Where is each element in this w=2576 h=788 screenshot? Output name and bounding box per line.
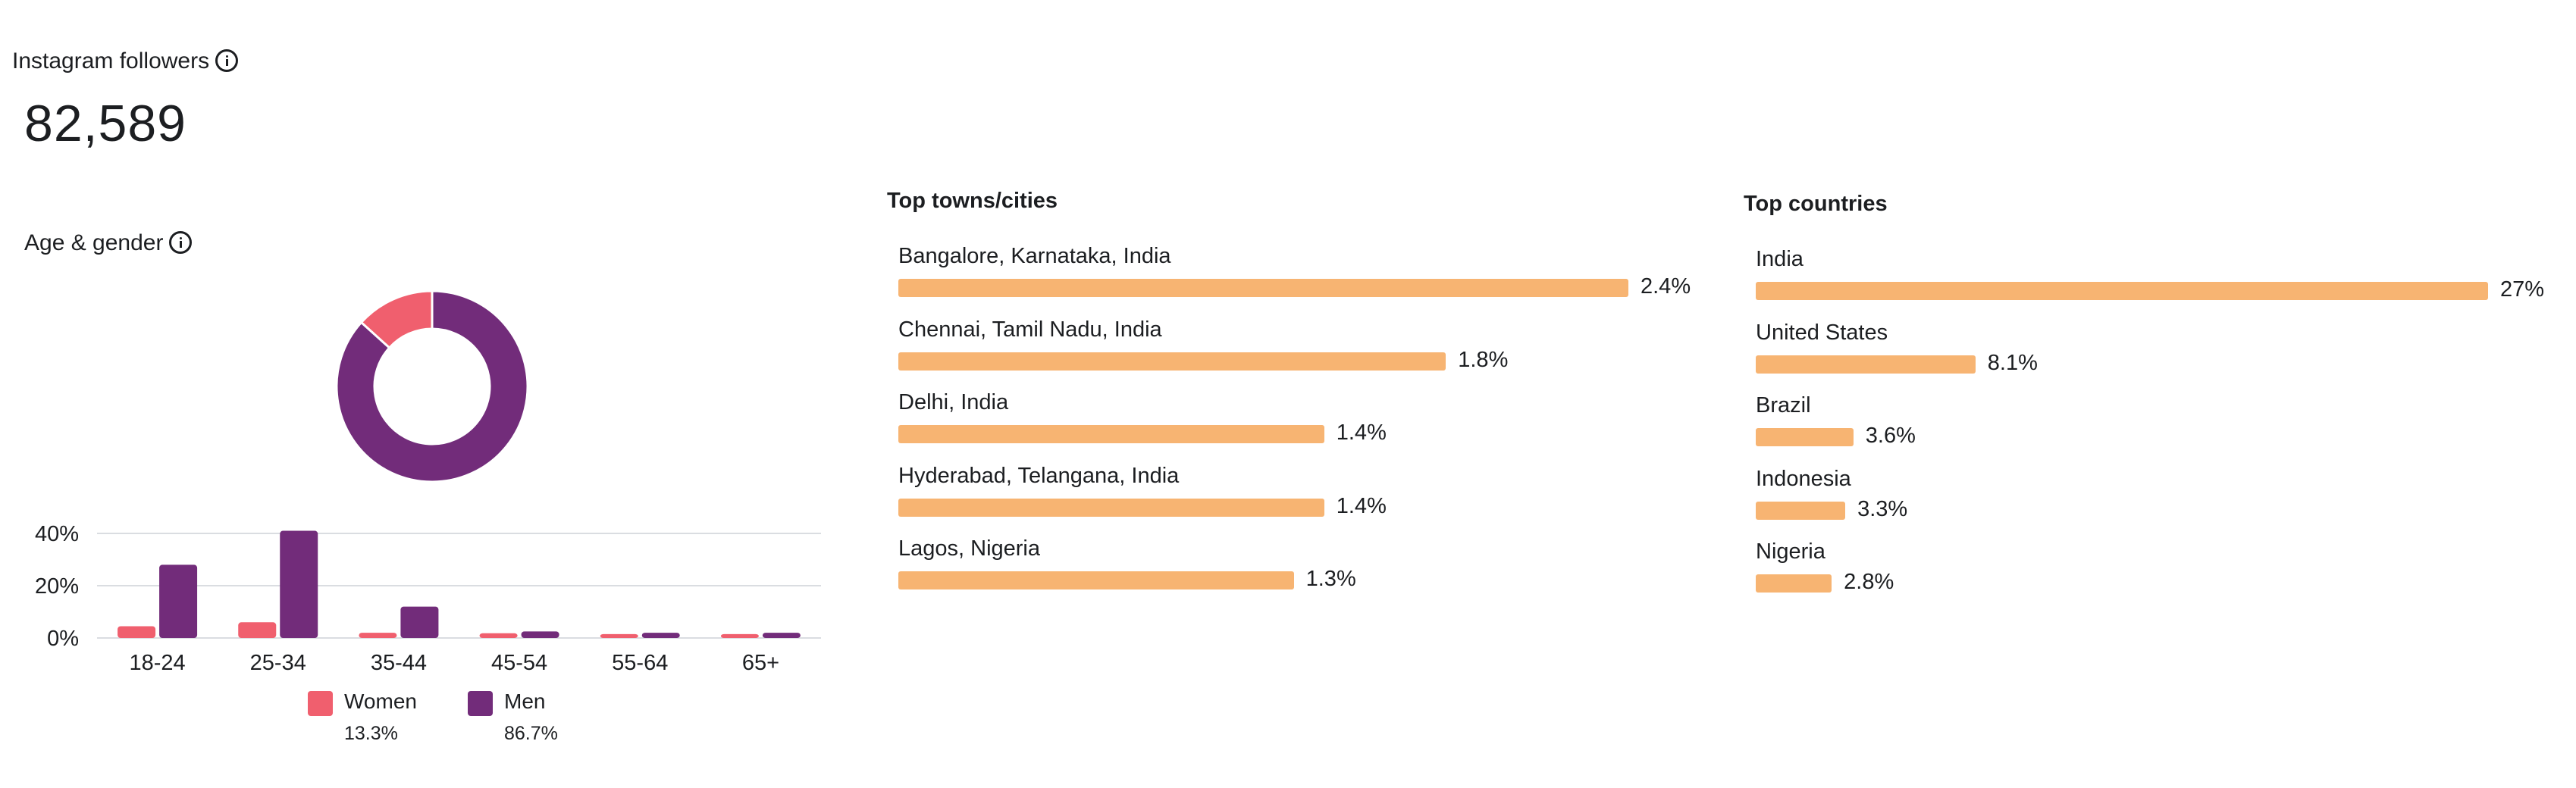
ranking-label: Delhi, India (898, 390, 1009, 414)
ranking-label: Nigeria (1756, 539, 1825, 564)
ranking-value: 8.1% (1987, 350, 2038, 375)
bar-women-45-54[interactable] (479, 633, 518, 638)
ranking-bar[interactable] (1756, 501, 1846, 520)
ranking-label: United States (1756, 320, 1888, 345)
ranking-value: 1.8% (1458, 347, 1509, 372)
ranking-label: Brazil (1756, 393, 1811, 417)
bar-men-65+[interactable] (762, 633, 801, 638)
legend-swatch-men (468, 691, 493, 716)
y-tick-label: 40% (35, 522, 79, 546)
followers-label: Instagram followers (12, 48, 239, 74)
ranking-label: Indonesia (1756, 466, 1851, 491)
donut-slice-men[interactable] (335, 289, 529, 483)
info-icon[interactable] (215, 49, 239, 73)
ranking-value: 1.3% (1305, 567, 1356, 591)
ranking-label: India (1756, 247, 1804, 271)
bar-women-18-24[interactable] (118, 626, 156, 638)
legend-swatch-women (308, 691, 333, 716)
bar-men-45-54[interactable] (521, 631, 559, 638)
bar-men-18-24[interactable] (159, 564, 198, 638)
top-countries-title: Top countries (1744, 192, 1888, 216)
ranking-bar[interactable] (898, 571, 1294, 589)
legend-label-men: Men (504, 690, 546, 713)
bar-women-55-64[interactable] (600, 633, 638, 638)
x-tick-label: 55-64 (612, 651, 668, 675)
x-tick-label: 35-44 (371, 651, 427, 675)
gender-donut-chart (335, 289, 529, 483)
bar-women-25-34[interactable] (238, 622, 277, 638)
y-tick-label: 20% (35, 574, 79, 599)
bar-men-35-44[interactable] (400, 606, 439, 638)
ranking-bar[interactable] (898, 279, 1628, 297)
ranking-value: 1.4% (1336, 421, 1387, 445)
followers-label-text: Instagram followers (12, 48, 210, 73)
top-towns-title: Top towns/cities (887, 189, 1058, 213)
ranking-value: 2.4% (1641, 274, 1691, 299)
ranking-label: Hyderabad, Telangana, India (898, 463, 1180, 488)
ranking-value: 3.3% (1857, 496, 1908, 521)
ranking-value: 1.4% (1336, 493, 1387, 518)
ranking-value: 27% (2500, 277, 2545, 302)
x-tick-label: 18-24 (129, 651, 185, 675)
x-tick-label: 45-54 (491, 651, 547, 675)
ranking-bar[interactable] (898, 425, 1324, 443)
legend-pct-men: 86.7% (504, 723, 558, 744)
ranking-bar[interactable] (898, 498, 1324, 517)
followers-count: 82,589 (24, 95, 186, 152)
y-tick-label: 0% (47, 627, 79, 651)
ranking-value: 3.6% (1865, 424, 1916, 448)
ranking-value: 2.8% (1844, 570, 1894, 594)
age-gender-title: Age & gender (24, 230, 193, 256)
age-gender-title-text: Age & gender (24, 230, 164, 255)
x-tick-label: 65+ (742, 651, 779, 675)
ranking-label: Lagos, Nigeria (898, 536, 1040, 561)
ranking-bar[interactable] (1756, 282, 2488, 300)
ranking-label: Bangalore, Karnataka, India (898, 244, 1171, 268)
ranking-bar[interactable] (898, 352, 1446, 371)
bar-women-65+[interactable] (720, 633, 759, 638)
legend-pct-women: 13.3% (344, 723, 398, 744)
ranking-label: Chennai, Tamil Nadu, India (898, 317, 1162, 342)
x-tick-label: 25-34 (250, 651, 306, 675)
ranking-bar[interactable] (1756, 574, 1832, 593)
legend-label-women: Women (344, 690, 417, 713)
bar-women-35-44[interactable] (359, 633, 397, 638)
ranking-bar[interactable] (1756, 355, 1976, 374)
bar-men-25-34[interactable] (280, 530, 318, 638)
ranking-bar[interactable] (1756, 428, 1854, 446)
age-gender-bar-chart: 0% 20% 40% 18-24 25-34 35-44 45-54 55-64 65+ (35, 522, 821, 675)
info-icon[interactable] (169, 231, 193, 255)
bar-men-55-64[interactable] (641, 633, 680, 638)
